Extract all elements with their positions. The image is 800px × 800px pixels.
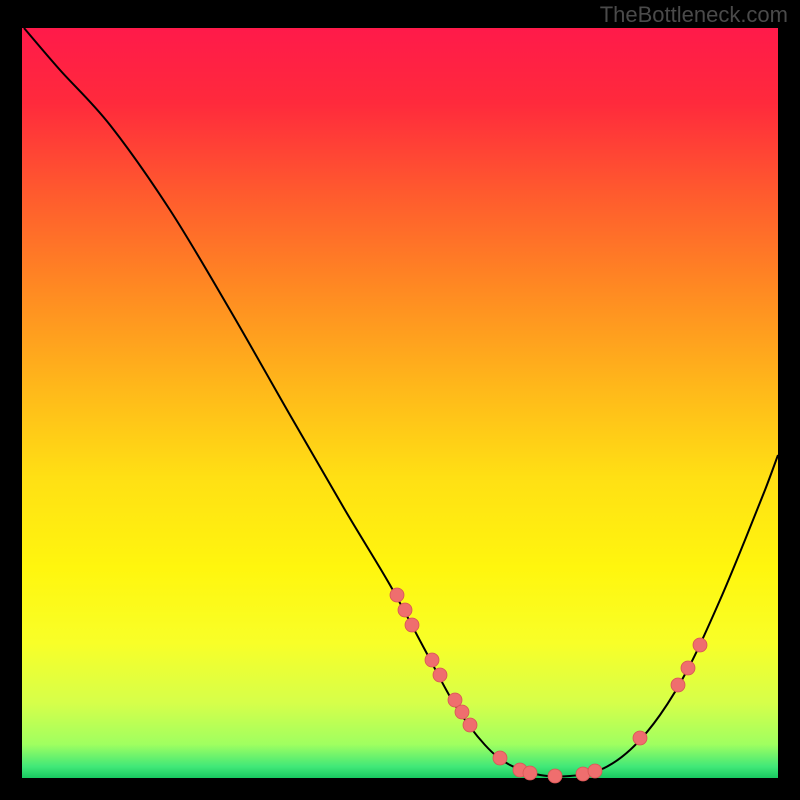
curve-marker [425,653,439,667]
curve-marker [681,661,695,675]
curve-marker [523,766,537,780]
curve-marker [493,751,507,765]
watermark-text: TheBottleneck.com [600,2,788,27]
bottleneck-chart: TheBottleneck.com [0,0,800,800]
curve-marker [455,705,469,719]
curve-marker [463,718,477,732]
curve-marker [633,731,647,745]
curve-marker [548,769,562,783]
plot-background [22,28,778,778]
curve-marker [405,618,419,632]
curve-marker [448,693,462,707]
curve-marker [693,638,707,652]
curve-marker [398,603,412,617]
curve-marker [588,764,602,778]
curve-marker [671,678,685,692]
curve-marker [390,588,404,602]
curve-marker [433,668,447,682]
